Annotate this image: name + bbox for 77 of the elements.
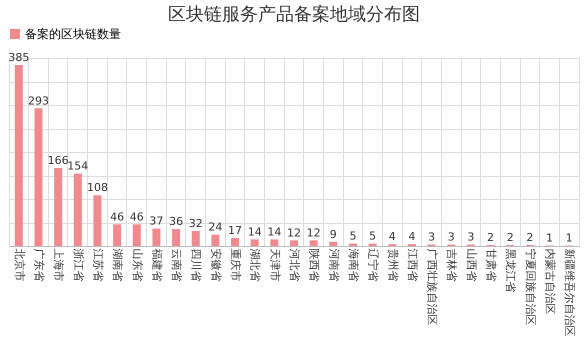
bar (192, 230, 200, 246)
x-tick-label: 山西省 (464, 248, 478, 282)
data-label: 3 (428, 230, 436, 244)
bar (54, 168, 62, 246)
x-tick-label: 甘肃省 (484, 248, 498, 282)
x-tick-label: 陕西省 (308, 248, 321, 282)
x-tick-label: 辽宁省 (366, 248, 380, 282)
bar (172, 229, 180, 246)
x-tick-label: 宁夏回族自治区 (524, 248, 537, 326)
data-label: 12 (306, 226, 321, 240)
x-tick-label: 四川省 (190, 248, 203, 282)
data-label: 36 (169, 215, 184, 228)
data-label: 2 (526, 231, 534, 244)
x-tick-label: 黑龙江省 (504, 248, 518, 292)
x-tick-label: 新疆维吾尔自治区 (563, 248, 576, 336)
data-label: 154 (67, 160, 88, 173)
data-label: 1 (566, 232, 573, 245)
data-label: 2 (506, 231, 514, 244)
legend-label: 备案的区块链数量 (25, 27, 121, 41)
data-label: 4 (408, 230, 416, 244)
data-label: 9 (330, 228, 337, 241)
data-label: 12 (287, 226, 301, 240)
data-label: 3 (448, 230, 455, 244)
x-tick-label: 上海市 (52, 248, 66, 282)
x-tick-label: 河南省 (327, 248, 340, 282)
x-tick-label: 湖北省 (248, 248, 262, 282)
data-label: 5 (349, 230, 356, 243)
x-tick-label: 内蒙古自治区 (544, 248, 557, 314)
data-label: 3 (467, 230, 474, 244)
data-label: 37 (149, 214, 164, 228)
bar (93, 195, 102, 246)
x-tick-label: 北京市 (12, 248, 26, 282)
bar (14, 65, 23, 246)
data-label: 293 (28, 94, 49, 108)
bar (132, 224, 141, 246)
x-tick-label: 重庆市 (229, 248, 242, 282)
x-tick-label: 河北省 (288, 248, 301, 282)
data-label: 14 (248, 225, 262, 238)
x-tick-label: 安徽省 (209, 248, 222, 282)
x-tick-label: 湖南省 (111, 248, 124, 282)
data-label: 166 (48, 154, 69, 167)
data-label: 14 (267, 225, 282, 238)
x-tick-label: 云南省 (170, 248, 184, 282)
data-label: 17 (228, 224, 242, 238)
data-label: 32 (188, 216, 203, 230)
x-tick-label: 山东省 (130, 248, 144, 282)
bar (231, 238, 240, 246)
x-tick-label: 天津市 (268, 248, 282, 282)
bar (270, 239, 278, 246)
data-label: 4 (388, 230, 396, 244)
x-tick-label: 江苏省 (91, 248, 104, 282)
x-tick-label: 吉林省 (445, 248, 458, 282)
bar (74, 174, 82, 246)
data-label: 46 (110, 210, 124, 224)
bar (329, 242, 338, 246)
data-label: 1 (546, 232, 554, 245)
data-label: 46 (130, 210, 144, 224)
x-tick-label: 广西壮族自治区 (426, 248, 439, 326)
data-label: 24 (208, 220, 222, 234)
bar (310, 240, 318, 246)
bar (152, 228, 160, 246)
bar (211, 234, 220, 246)
bar (113, 224, 122, 246)
bar (250, 239, 259, 246)
bar (290, 240, 298, 246)
data-label: 5 (369, 230, 376, 243)
chart-title: 区块链服务产品备案地域分布图 (168, 4, 420, 25)
data-label: 385 (8, 51, 30, 64)
x-tick-label: 福建省 (150, 248, 164, 282)
x-tick-label: 贵州省 (386, 248, 400, 282)
x-tick-label: 江西省 (406, 248, 419, 282)
data-label: 108 (86, 181, 108, 194)
x-tick-label: 海南省 (346, 248, 360, 282)
x-tick-label: 广东省 (32, 248, 46, 282)
data-label: 2 (487, 231, 494, 244)
x-tick-label: 浙江省 (72, 248, 85, 282)
bar (34, 108, 42, 246)
